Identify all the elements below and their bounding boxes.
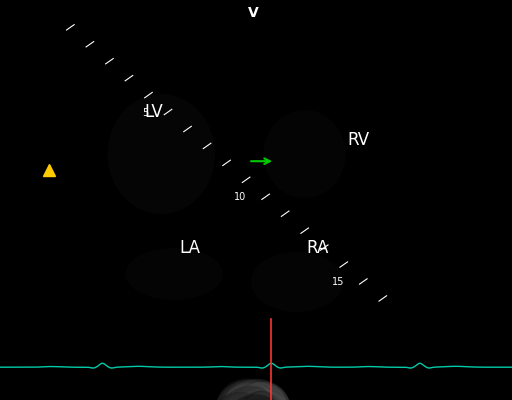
Text: 15: 15 (332, 277, 344, 287)
Text: V: V (248, 6, 259, 20)
Ellipse shape (264, 110, 346, 198)
Text: 10: 10 (234, 192, 246, 202)
Ellipse shape (251, 252, 343, 312)
Polygon shape (84, 392, 422, 400)
Ellipse shape (125, 248, 223, 300)
Text: RA: RA (306, 239, 329, 257)
Text: LV: LV (144, 103, 163, 121)
Text: 5: 5 (142, 108, 149, 118)
Text: LA: LA (179, 239, 200, 257)
Ellipse shape (108, 94, 215, 214)
Text: RV: RV (347, 131, 370, 149)
